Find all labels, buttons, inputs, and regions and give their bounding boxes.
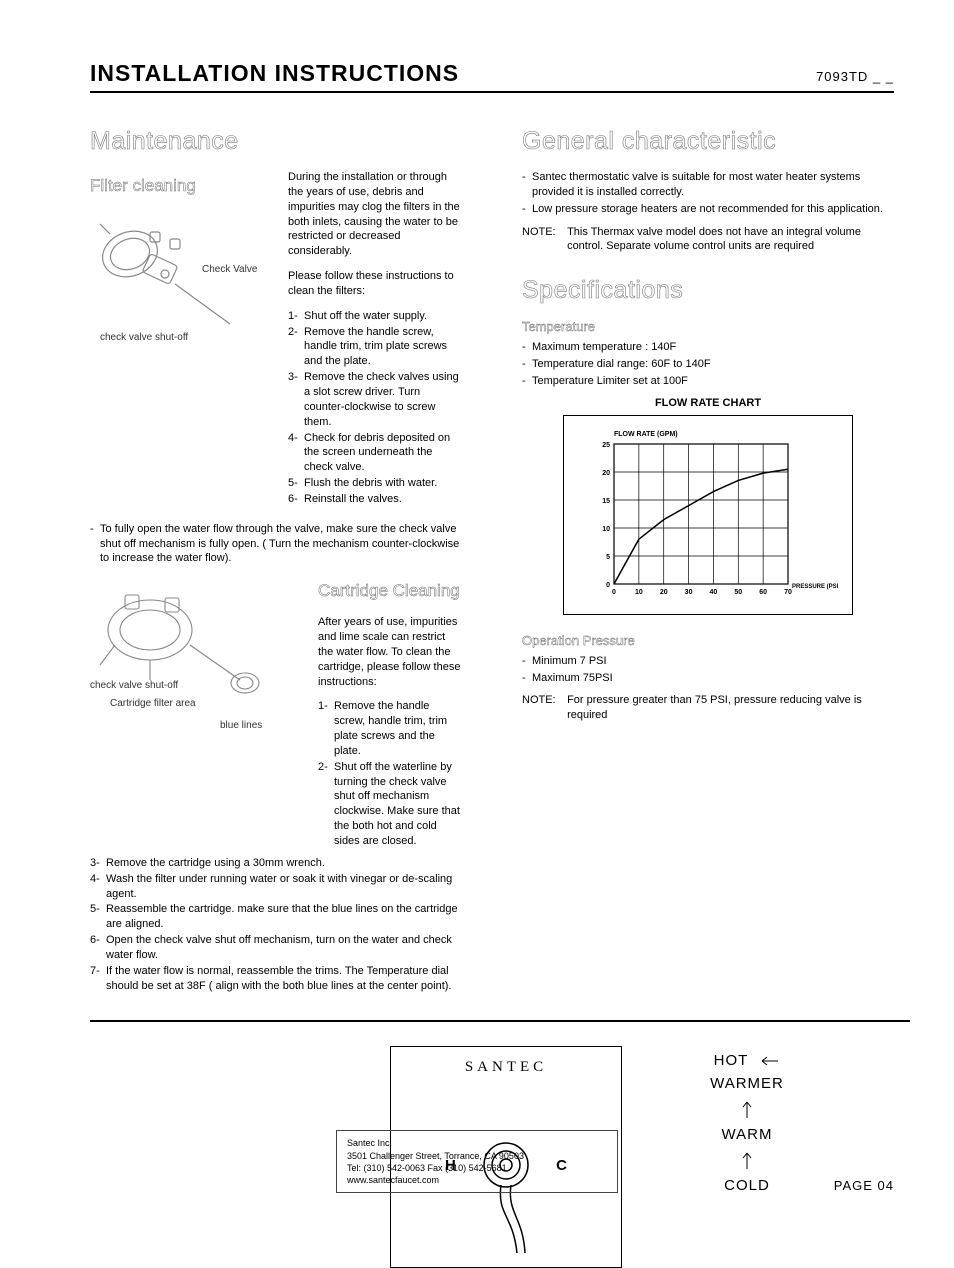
maintenance-heading: Maintenance: [90, 127, 462, 156]
temp-warmer: WARMER: [710, 1075, 784, 1092]
general-note: NOTE: This Thermax valve model does not …: [522, 225, 894, 255]
svg-text:25: 25: [602, 442, 610, 449]
diagram2-filter-area: Cartridge filter area: [110, 698, 196, 709]
pressure-note: NOTE: For pressure greater than 75 PSI, …: [522, 693, 894, 723]
bullet-line: - Minimum 7 PSI: [522, 654, 894, 669]
footer-line: 3501 Challenger Street, Torrance, CA 905…: [347, 1150, 607, 1162]
bullet-line: - Temperature Limiter set at 100F: [522, 374, 894, 389]
svg-text:70: 70: [784, 589, 792, 596]
svg-text:10: 10: [602, 526, 610, 533]
bullet-line: - Temperature dial range: 60F to 140F: [522, 357, 894, 372]
chart-title: FLOW RATE CHART: [522, 397, 894, 409]
svg-text:40: 40: [710, 589, 718, 596]
pressure-subheading: Operation Pressure: [522, 633, 894, 648]
step-line: 5-Reassemble the cartridge. make sure th…: [90, 902, 462, 932]
bullet-line: - Low pressure storage heaters are not r…: [522, 202, 894, 217]
footer-line: Tel: (310) 542-0063 Fax (310) 542-5681: [347, 1162, 607, 1174]
flow-rate-chart: FLOW RATE (GPM)PRESSURE (PSI)01020304050…: [563, 415, 853, 615]
svg-text:60: 60: [759, 589, 767, 596]
diagram-label-shutoff: check valve shut-off: [100, 332, 188, 343]
check-valve-diagram: Check Valve check valve shut-off: [90, 204, 270, 344]
temp-cold: COLD: [724, 1177, 770, 1194]
footer-line: Santec Inc.: [347, 1137, 607, 1149]
model-code: 7093TD _ _: [816, 69, 894, 84]
diagram-label-check-valve: Check Valve: [202, 264, 257, 275]
bullet-line: - Maximum 75PSI: [522, 671, 894, 686]
temp-hot: HOT: [714, 1052, 749, 1069]
diagram2-blue: blue lines: [220, 720, 262, 731]
temp-warm: WARM: [722, 1126, 773, 1143]
specs-heading: Specifications: [522, 276, 894, 305]
step-line: 6-Open the check valve shut off mechanis…: [90, 933, 462, 963]
cartridge-diagram: check valve shut-off Cartridge filter ar…: [90, 580, 300, 740]
step-line: 3-Remove the check valves using a slot s…: [288, 370, 462, 429]
svg-text:PRESSURE (PSI): PRESSURE (PSI): [792, 584, 838, 590]
separator-rule: [90, 1020, 910, 1022]
svg-text:20: 20: [660, 589, 668, 596]
arrow-up-icon: [740, 1098, 754, 1120]
step-line: 5-Flush the debris with water.: [288, 476, 462, 491]
cartridge-heading: Cartridge Cleaning: [318, 580, 462, 603]
bullet-line: - Santec thermostatic valve is suitable …: [522, 170, 894, 200]
page-title: INSTALLATION INSTRUCTIONS: [90, 60, 459, 87]
svg-text:50: 50: [734, 589, 742, 596]
step-line: 1-Remove the handle screw, handle trim, …: [318, 699, 462, 758]
step-line: 1-Shut off the water supply.: [288, 309, 462, 324]
cartridge-p: After years of use, impurities and lime …: [318, 615, 462, 689]
diagram2-shutoff: check valve shut-off: [90, 680, 178, 691]
step-line: 2-Remove the handle screw, handle trim, …: [288, 325, 462, 370]
temp-subheading: Temperature: [522, 319, 894, 334]
brand-logo: SANTEC: [465, 1059, 547, 1076]
general-heading: General characteristic: [522, 127, 894, 156]
svg-text:0: 0: [612, 589, 616, 596]
step-line: 4-Check for debris deposited on the scre…: [288, 431, 462, 476]
left-column: Maintenance Filter cleaning: [90, 127, 462, 994]
page-number: PAGE 04: [834, 1178, 894, 1193]
svg-text:5: 5: [606, 554, 610, 561]
svg-text:0: 0: [606, 582, 610, 589]
mid-note: - To fully open the water flow through t…: [90, 522, 462, 567]
filter-text-block: During the installation or through the y…: [288, 170, 462, 508]
header: INSTALLATION INSTRUCTIONS 7093TD _ _: [90, 60, 894, 93]
arrow-up-icon: [740, 1149, 754, 1171]
svg-text:20: 20: [602, 470, 610, 477]
step-line: 3-Remove the cartridge using a 30mm wren…: [90, 856, 462, 871]
step-line: 4-Wash the filter under running water or…: [90, 872, 462, 902]
footer-box: Santec Inc. 3501 Challenger Street, Torr…: [336, 1130, 618, 1193]
step-line: 2-Shut off the waterline by turning the …: [318, 760, 462, 849]
filter-p1: During the installation or through the y…: [288, 170, 462, 259]
step-line: 7-If the water flow is normal, reassembl…: [90, 964, 462, 994]
svg-text:10: 10: [635, 589, 643, 596]
svg-text:30: 30: [685, 589, 693, 596]
svg-text:FLOW RATE (GPM): FLOW RATE (GPM): [614, 431, 678, 438]
svg-text:15: 15: [602, 498, 610, 505]
step-line: 6-Reinstall the valves.: [288, 492, 462, 507]
right-column: General characteristic - Santec thermost…: [522, 127, 894, 994]
arrow-left-icon: [758, 1054, 780, 1068]
footer-line: www.santecfaucet.com: [347, 1174, 607, 1186]
filter-cleaning-heading: Filter cleaning: [90, 176, 270, 196]
filter-p2: Please follow these instructions to clea…: [288, 269, 462, 299]
bullet-line: - Maximum temperature : 140F: [522, 340, 894, 355]
